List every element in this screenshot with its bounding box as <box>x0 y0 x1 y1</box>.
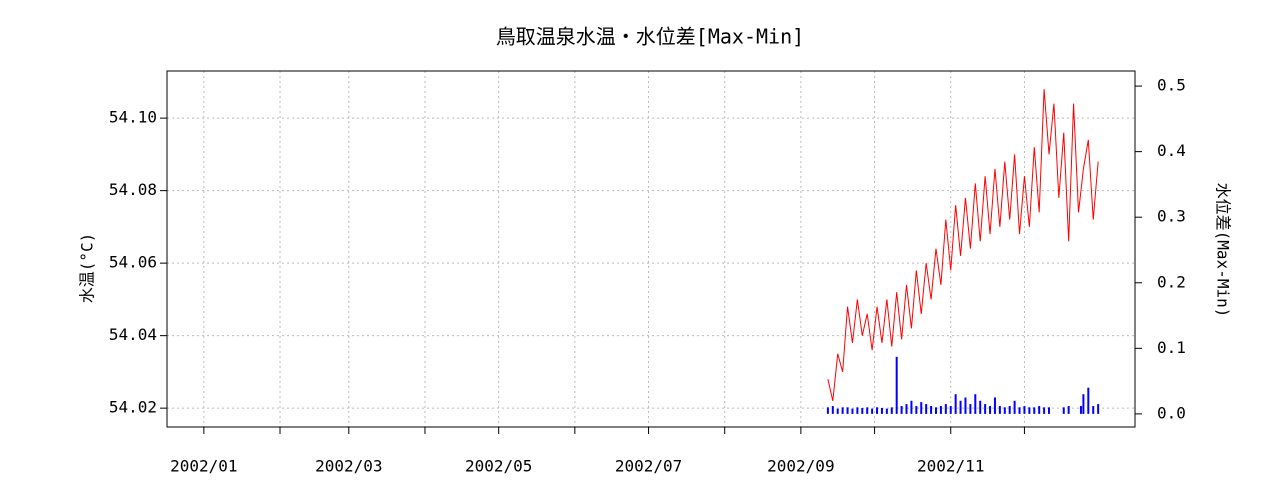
x-tick-label: 2002/05 <box>465 457 532 476</box>
y-tick-label: 54.06 <box>109 253 157 272</box>
y-tick-label: 54.04 <box>109 325 157 344</box>
y-tick-label: 54.02 <box>109 398 157 417</box>
y2-tick-label: 0.0 <box>1157 403 1186 422</box>
y2-tick-label: 0.2 <box>1157 272 1186 291</box>
x-tick-label: 2002/07 <box>615 457 682 476</box>
y2-tick-label: 0.5 <box>1157 76 1186 95</box>
y2-axis-label: 水位差(Max-Min) <box>1214 183 1233 318</box>
y2-tick-label: 0.1 <box>1157 338 1186 357</box>
y-axis-label: 水温(°C) <box>78 233 97 304</box>
x-tick-label: 2002/11 <box>917 457 984 476</box>
y-tick-label: 54.10 <box>109 108 157 127</box>
y2-tick-label: 0.3 <box>1157 207 1186 226</box>
temperature-line <box>827 89 1099 402</box>
x-tick-label: 2002/01 <box>170 457 237 476</box>
x-tick-label: 2002/09 <box>767 457 834 476</box>
y2-tick-label: 0.4 <box>1157 141 1186 160</box>
x-tick-label: 2002/03 <box>315 457 382 476</box>
chart-title: 鳥取温泉水温・水位差[Max-Min] <box>496 25 804 49</box>
plot-frame <box>166 70 1136 428</box>
y-tick-label: 54.08 <box>109 180 157 199</box>
